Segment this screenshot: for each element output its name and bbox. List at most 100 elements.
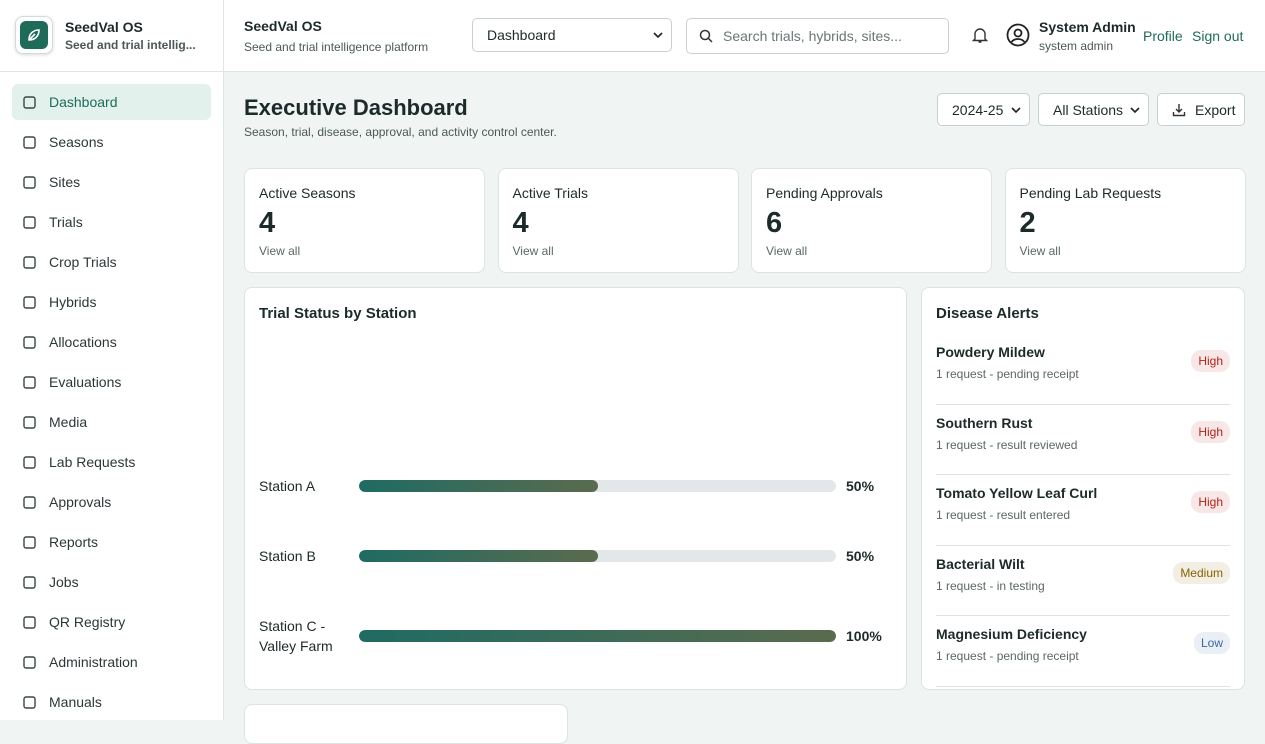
- nav-icon: [23, 495, 36, 509]
- bar: [359, 480, 598, 492]
- nav-item[interactable]: Dashboard: [12, 84, 211, 120]
- nav-icon: [23, 375, 36, 389]
- nav-item[interactable]: Seasons: [12, 124, 211, 160]
- nav-label: Dashboard: [49, 94, 118, 110]
- nav-icon: [23, 655, 36, 669]
- alert-detail: 1 request - result reviewed: [936, 437, 1078, 452]
- disease-card: Disease Alerts Powdery Mildew 1 request -…: [921, 287, 1245, 690]
- nav-icon: [23, 535, 36, 549]
- season-filter[interactable]: 2024-25: [937, 93, 1030, 126]
- nav-icon: [23, 415, 36, 429]
- nav-label: Lab Requests: [49, 454, 136, 470]
- stat-value: 2: [1019, 207, 1036, 239]
- nav-label: Sites: [49, 174, 81, 190]
- nav-item[interactable]: Jobs: [12, 564, 211, 600]
- chart-title: Trial Status by Station: [259, 305, 417, 322]
- nav-item[interactable]: Administration: [12, 644, 211, 680]
- chart-card: Trial Status by Station Station A 50% Stat…: [244, 287, 907, 690]
- stat-link[interactable]: View all: [259, 244, 301, 258]
- nav-item[interactable]: Sites: [12, 164, 211, 200]
- stat-value: 4: [259, 207, 276, 239]
- brand-tagline: Seed and trial intellig...: [65, 38, 196, 52]
- nav-label: Allocations: [49, 334, 117, 350]
- page-select[interactable]: Dashboard: [472, 18, 672, 52]
- severity-badge: High: [1191, 491, 1230, 513]
- nav-item[interactable]: Lab Requests: [12, 444, 211, 480]
- app-subtitle: Seed and trial intelligence platform: [244, 40, 429, 54]
- stat-label: Pending Lab Requests: [1019, 185, 1162, 201]
- stat-label: Pending Approvals: [766, 185, 883, 201]
- stat-link[interactable]: View all: [1019, 244, 1061, 258]
- nav-item[interactable]: Media: [12, 404, 211, 440]
- avatar[interactable]: [1006, 23, 1030, 47]
- nav-icon: [23, 95, 36, 109]
- bar-track: [359, 550, 836, 562]
- bar-row: Station B 50%: [259, 546, 892, 566]
- alert-item[interactable]: Magnesium Deficiency 1 request - pending …: [936, 616, 1230, 687]
- stat-link[interactable]: View all: [766, 244, 808, 258]
- stat-card: Pending Lab Requests 2 View all: [1004, 168, 1246, 273]
- alert-item[interactable]: Southern Rust 1 request - result reviewed…: [936, 405, 1230, 475]
- nav-icon: [23, 135, 36, 149]
- page-title: Executive Dashboard: [244, 95, 468, 120]
- nav-item[interactable]: Trials: [12, 204, 211, 240]
- station-filter-value: All Stations: [1053, 101, 1124, 118]
- nav-label: Administration: [49, 654, 138, 670]
- profile-link[interactable]: Profile: [1143, 28, 1183, 44]
- stat-card: Active Trials 4 View all: [497, 168, 739, 273]
- stat-card: Active Seasons 4 View all: [244, 168, 485, 273]
- app-name: SeedVal OS: [244, 18, 322, 34]
- alert-detail: 1 request - result entered: [936, 508, 1071, 522]
- nav-label: QR Registry: [49, 614, 126, 630]
- alert-item[interactable]: Tomato Yellow Leaf Curl 1 request - resul…: [936, 475, 1230, 546]
- bar-track: [359, 630, 836, 642]
- export-label: Export: [1195, 101, 1236, 118]
- nav-label: Media: [49, 414, 88, 430]
- severity-badge: High: [1191, 350, 1230, 372]
- bar-value-label: 50%: [846, 548, 875, 564]
- nav-icon: [23, 615, 36, 629]
- stat-label: Active Trials: [512, 185, 588, 201]
- bar: [359, 550, 598, 562]
- nav-item[interactable]: Approvals: [12, 484, 211, 520]
- nav-item[interactable]: Reports: [12, 524, 211, 560]
- alert-name: Tomato Yellow Leaf Curl: [936, 485, 1098, 501]
- nav-label: Trials: [49, 214, 83, 230]
- stat-card: Pending Approvals 6 View all: [751, 168, 992, 273]
- brand-name: SeedVal OS: [65, 19, 143, 35]
- page-subtitle: Season, trial, disease, approval, and ac…: [244, 125, 557, 139]
- bar-value-label: 50%: [846, 478, 875, 494]
- nav-icon: [23, 255, 36, 269]
- brand: SeedVal OS Seed and trial intellig...: [0, 0, 224, 72]
- stat-value: 6: [766, 207, 783, 239]
- bar-label: Station B: [259, 548, 316, 564]
- nav-item[interactable]: Evaluations: [12, 364, 211, 400]
- stat-label: Active Seasons: [259, 185, 356, 201]
- alert-item[interactable]: Bacterial Wilt 1 request - in testing Medi…: [936, 546, 1230, 616]
- alert-item[interactable]: Powdery Mildew 1 request - pending receip…: [936, 334, 1230, 405]
- nav-item[interactable]: QR Registry: [12, 604, 211, 640]
- nav-item[interactable]: Allocations: [12, 324, 211, 360]
- notifications[interactable]: [972, 26, 988, 44]
- stat-link[interactable]: View all: [512, 244, 554, 258]
- export-button[interactable]: Export: [1157, 93, 1245, 126]
- top-bar: SeedVal OS Seed and trial intelligence p…: [224, 0, 1265, 72]
- search[interactable]: Search trials, hybrids, sites...: [686, 18, 949, 54]
- nav: Dashboard Seasons Sites Trials Crop Trials Hy…: [12, 84, 211, 724]
- nav-item[interactable]: Hybrids: [12, 284, 211, 320]
- nav-item[interactable]: Manuals: [12, 684, 211, 720]
- bar-value-label: 100%: [846, 628, 882, 644]
- nav-label: Manuals: [49, 694, 102, 710]
- next-card: [244, 704, 568, 744]
- nav-item[interactable]: Crop Trials: [12, 244, 211, 280]
- user-role: system admin: [1039, 39, 1114, 53]
- nav-label: Reports: [49, 534, 99, 550]
- alert-detail: 1 request - pending receipt: [936, 649, 1079, 663]
- nav-icon: [23, 295, 36, 309]
- severity-badge: High: [1191, 420, 1230, 443]
- sidebar: SeedVal OS Seed and trial intellig... Da…: [0, 0, 224, 720]
- station-filter[interactable]: All Stations: [1038, 93, 1149, 126]
- bar-row: Station A 50%: [259, 476, 892, 496]
- severity-badge: Low: [1193, 632, 1230, 654]
- sign-out-link[interactable]: Sign out: [1192, 28, 1244, 44]
